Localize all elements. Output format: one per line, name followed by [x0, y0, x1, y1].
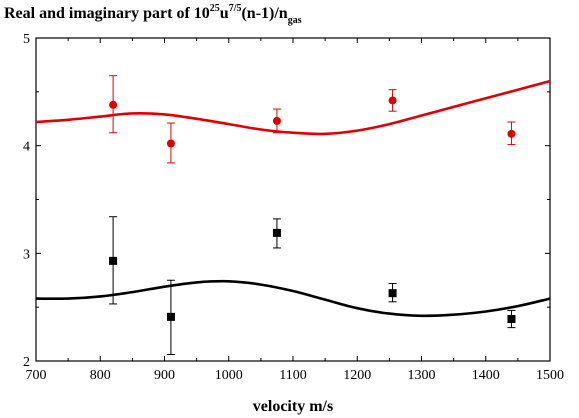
x-tick-label: 1500	[536, 368, 564, 383]
title-part: u	[220, 5, 229, 22]
chart-title: Real and imaginary part of 1025u7/5(n-1)…	[4, 3, 302, 26]
data-point-circle	[272, 116, 281, 125]
data-point-square	[272, 228, 281, 237]
tick-labels: 700 800 900 1000 1100 1200 1300 1400 1500 2 3 4 5	[23, 32, 564, 383]
axis-ticks	[35, 37, 551, 362]
title-part: 25	[210, 3, 220, 14]
y-tick-label: 3	[23, 247, 30, 262]
data-point-square	[507, 315, 516, 324]
data-markers	[109, 96, 516, 324]
fit-curves	[35, 79, 551, 318]
data-point-square	[388, 289, 397, 298]
data-point-circle	[109, 100, 118, 109]
x-tick-label: 800	[90, 368, 111, 383]
x-axis-label: velocity m/s	[253, 398, 333, 415]
x-tick-label: 900	[154, 368, 175, 383]
error-bars	[109, 75, 516, 356]
data-point-circle	[507, 129, 516, 138]
y-tick-label: 2	[23, 355, 30, 370]
x-tick-label: 1000	[215, 368, 243, 383]
fit-curve-1	[35, 279, 551, 318]
title-part: gas	[288, 15, 302, 26]
data-point-square	[109, 256, 118, 265]
title-part: (n-1)/n	[241, 5, 287, 22]
title-part: Real and imaginary part of 10	[4, 5, 210, 22]
x-tick-label: 1300	[408, 368, 436, 383]
fit-curve-0	[35, 79, 551, 136]
x-tick-label: 1200	[343, 368, 371, 383]
data-point-square	[166, 312, 175, 321]
x-tick-label: 700	[26, 368, 47, 383]
y-tick-label: 5	[23, 32, 30, 47]
title-part: 7/5	[229, 3, 242, 14]
data-point-circle	[388, 96, 397, 105]
y-tick-label: 4	[23, 140, 30, 155]
x-tick-label: 1400	[472, 368, 500, 383]
data-point-circle	[166, 139, 175, 148]
x-tick-label: 1100	[279, 368, 306, 383]
